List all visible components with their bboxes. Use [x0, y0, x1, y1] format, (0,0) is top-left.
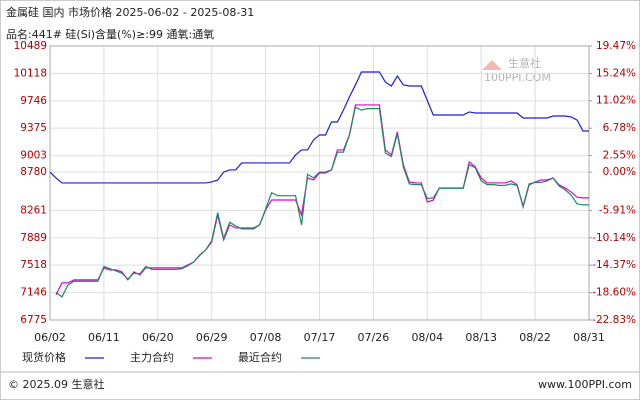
y-tick-label: 7518	[20, 259, 47, 271]
x-tick-label: 06/20	[142, 331, 174, 344]
watermark: 生意社 100PPI.COM	[482, 56, 551, 84]
y-tick-label: 9003	[20, 150, 47, 162]
y2-tick-label: 15.24%	[596, 67, 636, 79]
watermark-text: 生意社	[508, 56, 541, 70]
chart-title: 金属硅 国内 市场价格 2025-06-02 - 2025-08-31	[6, 5, 254, 19]
y2-tick-label: -10.14%	[592, 232, 636, 244]
y2-tick-label: 19.47%	[596, 40, 636, 52]
x-tick-label: 07/17	[304, 331, 336, 344]
y2-tick-label: 2.55%	[603, 150, 636, 162]
series-line	[55, 106, 589, 298]
y2-tick-label: 11.02%	[596, 95, 636, 107]
series-line	[49, 71, 589, 184]
y2-tick-label: -22.83%	[592, 314, 636, 326]
y-tick-label: 6775	[20, 314, 47, 326]
x-tick-label: 08/22	[519, 331, 551, 344]
y-tick-label: 8780	[20, 166, 47, 178]
legend-label: 主力合约	[130, 350, 174, 364]
x-tick-label: 08/31	[573, 331, 605, 344]
y-tick-label: 10118	[14, 67, 47, 79]
chart-subtitle: 品名:441# 硅(Si)含量(%)≥:99 通氧:通氧	[6, 27, 214, 41]
footer-right: www.100PPI.com	[538, 378, 632, 391]
y-tick-label: 9746	[20, 95, 47, 107]
y2-tick-label: -18.60%	[592, 287, 636, 299]
watermark-sub: 100PPI.COM	[484, 71, 551, 84]
footer-left: © 2025.09 生意社	[8, 377, 104, 391]
y-tick-label: 7146	[20, 287, 47, 299]
plot-border	[49, 45, 590, 321]
y-tick-label: 8261	[20, 204, 47, 216]
x-tick-label: 08/04	[411, 331, 443, 344]
x-tick-label: 07/08	[250, 331, 282, 344]
y-tick-label: 9375	[20, 122, 47, 134]
y2-tick-label: 6.78%	[603, 122, 636, 134]
y2-tick-label: 0.00%	[603, 166, 636, 178]
y-tick-label: 7889	[20, 232, 47, 244]
watermark-icon	[482, 60, 502, 70]
x-tick-label: 06/11	[88, 331, 120, 344]
x-tick-label: 07/26	[358, 331, 390, 344]
series-line	[55, 104, 589, 296]
x-tick-label: 08/13	[465, 331, 497, 344]
x-tick-label: 06/02	[34, 331, 66, 344]
legend-label: 最近合约	[238, 350, 282, 364]
y2-tick-label: -5.91%	[599, 204, 636, 216]
legend-label: 现货价格	[22, 350, 66, 364]
y2-tick-label: -14.37%	[592, 259, 636, 271]
y-tick-label: 10489	[14, 40, 47, 52]
x-tick-label: 06/29	[196, 331, 228, 344]
